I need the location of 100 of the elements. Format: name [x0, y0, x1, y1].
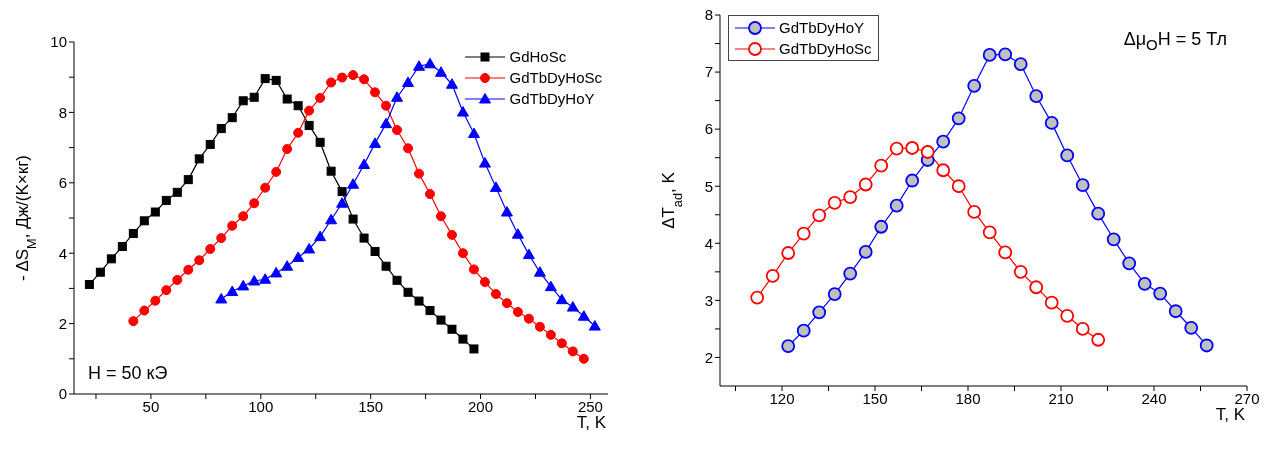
point	[216, 124, 226, 134]
point	[951, 111, 966, 126]
point	[750, 290, 765, 305]
point	[889, 198, 904, 213]
point	[578, 353, 589, 364]
point	[781, 339, 796, 353]
point	[326, 166, 336, 176]
point	[936, 134, 951, 149]
point	[812, 208, 827, 223]
point	[458, 334, 468, 344]
point	[117, 242, 127, 252]
point	[205, 139, 215, 149]
point	[920, 145, 935, 159]
point	[1029, 280, 1044, 295]
point	[827, 287, 842, 302]
x-tick-label: 100	[248, 397, 274, 415]
point	[1075, 178, 1090, 192]
point	[414, 168, 425, 179]
point	[1013, 264, 1028, 279]
point	[304, 120, 314, 130]
annotation: H = 50 кЭ	[88, 363, 168, 384]
legend-label: GdTbDyHoY	[509, 89, 595, 109]
y-tick-label: 2	[58, 314, 67, 332]
point	[370, 246, 380, 256]
point	[523, 313, 534, 324]
point	[227, 113, 237, 123]
y-tick-label: 5	[704, 177, 713, 195]
x-axis-title: T, K	[576, 413, 607, 432]
point	[248, 275, 261, 286]
point	[314, 230, 327, 242]
point	[1060, 148, 1075, 163]
point	[446, 229, 457, 240]
point	[967, 205, 982, 219]
point	[489, 181, 502, 192]
point	[1184, 320, 1199, 335]
point	[369, 137, 382, 148]
point	[1029, 89, 1044, 103]
point	[874, 158, 889, 173]
point	[139, 305, 150, 316]
y-tick-label: 4	[704, 234, 713, 252]
point	[194, 154, 204, 164]
point	[534, 321, 545, 332]
point	[226, 285, 239, 297]
point	[1013, 57, 1028, 71]
point	[304, 105, 315, 116]
point	[435, 211, 446, 222]
point	[326, 77, 337, 88]
point	[588, 320, 601, 331]
point	[150, 207, 160, 217]
point	[337, 187, 347, 197]
point	[469, 344, 479, 354]
y-tick-label: 7	[704, 63, 713, 81]
point	[501, 298, 512, 309]
point	[227, 220, 238, 231]
point	[292, 251, 305, 262]
point	[391, 91, 404, 102]
point	[424, 57, 436, 69]
point	[403, 143, 414, 154]
y-tick-label: 8	[704, 6, 713, 24]
point	[128, 228, 138, 238]
point	[566, 301, 579, 312]
point	[293, 101, 303, 111]
point	[205, 243, 216, 254]
x-tick-label: 180	[955, 389, 981, 407]
point	[259, 273, 272, 284]
point	[348, 70, 359, 81]
point	[293, 127, 304, 138]
point	[434, 66, 447, 77]
point	[215, 292, 228, 304]
point	[522, 248, 535, 260]
point	[183, 175, 193, 185]
point	[358, 158, 371, 169]
point	[1060, 308, 1075, 323]
x-tick-label: 200	[468, 397, 494, 415]
point	[347, 178, 360, 189]
point	[425, 306, 435, 316]
point	[1199, 338, 1214, 353]
point	[967, 78, 982, 93]
point	[511, 228, 524, 239]
point	[1044, 115, 1059, 130]
y-tick-label: 8	[58, 103, 67, 121]
point	[858, 177, 873, 192]
point	[315, 92, 326, 103]
point	[1122, 256, 1137, 271]
point	[172, 187, 182, 197]
point	[874, 219, 889, 234]
x-tick-label: 150	[358, 397, 384, 415]
point	[281, 260, 294, 271]
point	[249, 198, 260, 209]
y-tick-label: 6	[58, 174, 67, 192]
point	[370, 87, 381, 98]
point	[796, 323, 811, 338]
legend-label: GdTbDyHoY	[779, 18, 865, 38]
point	[1091, 332, 1106, 347]
point	[150, 295, 161, 306]
point	[425, 189, 435, 200]
point	[556, 338, 567, 349]
point	[315, 137, 325, 147]
x-tick-label: 50	[142, 397, 160, 415]
point	[84, 280, 94, 290]
